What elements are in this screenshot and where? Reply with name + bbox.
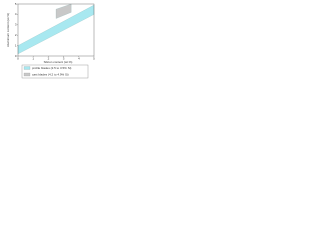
legend-label: cast blades (4.2 to 4.9% Si)	[32, 72, 69, 76]
y-tick-label: 5	[15, 2, 17, 6]
legend-box	[21, 64, 89, 79]
x-tick-label: 1	[32, 56, 34, 60]
legend-label: profile blades (2.5 to 3.5% Si)	[32, 66, 71, 70]
y-tick-label: 0	[15, 54, 17, 58]
x-tick-label: 2	[48, 56, 50, 60]
y-tick-label: 3	[15, 23, 17, 27]
x-tick-label: 4	[78, 56, 80, 60]
x-tick-label: 3	[63, 56, 65, 60]
legend-swatch	[23, 66, 31, 70]
y-tick-label: 4	[15, 12, 17, 16]
x-axis-label: Silicon content (wt.%)	[44, 60, 73, 64]
x-tick-label: 5	[93, 56, 95, 60]
x-tick-label: 0	[17, 56, 19, 60]
chart: Aluminium content (wt.%) Silicon content…	[6, 2, 95, 79]
y-axis-label: Aluminium content (wt.%)	[6, 13, 10, 47]
band	[55, 3, 72, 19]
y-tick-label: 2	[15, 33, 17, 37]
plot-frame	[17, 3, 95, 57]
legend-swatch	[23, 72, 31, 77]
y-tick-label: 1	[15, 43, 17, 47]
